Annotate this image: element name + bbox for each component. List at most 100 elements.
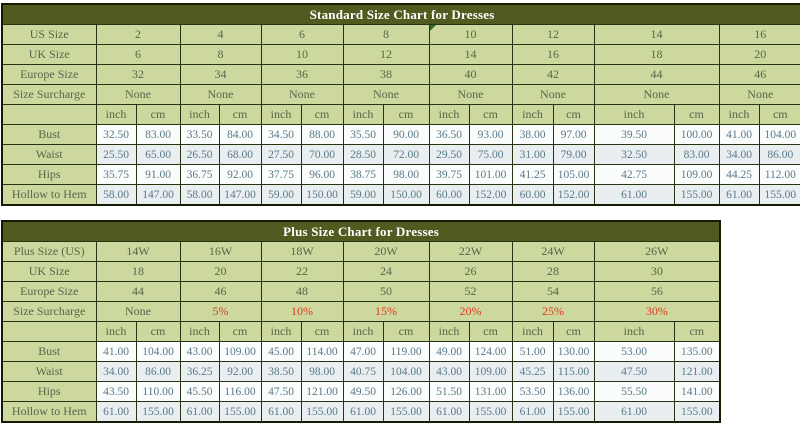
header-cell: 52 (428, 281, 513, 302)
header-cell: 30% (593, 301, 721, 322)
header-cell-value: 46 (754, 67, 767, 81)
data-cell-cm: 100.00 (673, 124, 720, 145)
data-cell-cm: 70.00 (300, 144, 344, 165)
data-cell-cm: 152.00 (552, 184, 595, 206)
data-cell-cm: 141.00 (673, 381, 721, 402)
table-title: Standard Size Chart for Dresses (1, 3, 800, 25)
unit-inch-header: inch (179, 104, 220, 125)
data-cell-inch: 38.75 (342, 164, 384, 185)
header-cell-value: 52 (464, 284, 477, 298)
data-cell-cm: 135.00 (673, 341, 721, 362)
data-cell-inch: 45.50 (179, 381, 220, 402)
row-label: Europe Size (1, 281, 97, 302)
header-row: Size Surcharge None 5% 10% 15% 20% 25% 30% (1, 301, 721, 322)
data-cell-cm: 109.00 (218, 341, 262, 362)
header-cell: 4 (179, 24, 262, 45)
header-cell-value: 36 (296, 67, 308, 81)
data-cell-cm: 126.00 (382, 381, 430, 402)
header-row: UK Size 6 8 10 12 14 16 18 20 (1, 44, 800, 65)
row-label: Plus Size (US) (1, 241, 97, 262)
data-cell-cm: 93.00 (468, 124, 513, 145)
header-cell: 28 (511, 261, 595, 282)
header-cell: 20W (342, 241, 430, 262)
table-title-row: Standard Size Chart for Dresses (1, 3, 800, 25)
data-cell-cm: 130.00 (552, 341, 595, 362)
data-cell-inch: 58.00 (179, 184, 220, 206)
row-label: Waist (1, 361, 97, 382)
header-cell-value: None (289, 87, 315, 101)
header-cell: 25% (511, 301, 595, 322)
header-cell: None (593, 84, 720, 105)
data-cell-cm: 83.00 (135, 124, 181, 145)
unit-inch-header: inch (511, 104, 554, 125)
header-cell-value: 16 (754, 27, 767, 41)
data-cell-cm: 104.00 (135, 341, 181, 362)
header-cell-value: 22W (458, 244, 483, 258)
header-cell-value: 5% (212, 304, 229, 318)
header-row: UK Size 18 20 22 24 26 28 30 (1, 261, 721, 282)
unit-inch-header: inch (342, 321, 384, 342)
data-cell-inch: 61.00 (593, 401, 675, 423)
header-cell: 16 (511, 44, 595, 65)
header-cell-value: 14 (464, 47, 477, 61)
data-cell-inch: 55.50 (593, 381, 675, 402)
data-cell-cm: 83.00 (673, 144, 720, 165)
data-cell-cm: 150.00 (382, 184, 430, 206)
header-cell: 24 (342, 261, 430, 282)
data-cell-inch: 41.25 (511, 164, 554, 185)
header-cell-value: 32 (132, 67, 144, 81)
header-cell-value: 42 (547, 67, 559, 81)
cell-note-marker-icon (430, 25, 436, 31)
row-label (1, 104, 97, 125)
data-cell-inch: 25.50 (95, 144, 137, 165)
data-cell-cm: 105.00 (552, 164, 595, 185)
data-cell-cm: 109.00 (673, 164, 720, 185)
header-cell: None (179, 84, 262, 105)
data-cell-cm: 88.00 (300, 124, 344, 145)
data-cell-inch: 42.75 (593, 164, 675, 185)
header-cell-value: 2 (135, 27, 141, 41)
data-cell-cm: 72.00 (382, 144, 430, 165)
header-cell-value: None (457, 87, 484, 101)
data-cell-inch: 61.00 (593, 184, 675, 206)
data-cell-cm: 79.00 (552, 144, 595, 165)
data-cell-inch: 36.50 (428, 124, 470, 145)
header-cell: 34 (179, 64, 262, 85)
row-label: UK Size (1, 44, 97, 65)
header-cell-value: 16 (547, 47, 559, 61)
header-cell-value: 44 (650, 67, 663, 81)
header-cell: None (428, 84, 513, 105)
header-cell: 44 (593, 64, 720, 85)
data-cell-inch: 53.50 (511, 381, 554, 402)
header-cell: 24W (511, 241, 595, 262)
data-cell-cm: 97.00 (552, 124, 595, 145)
header-cell: 6 (260, 24, 344, 45)
header-cell-value: None (643, 87, 670, 101)
header-cell-value: 14W (126, 244, 150, 258)
data-cell-inch: 37.75 (260, 164, 302, 185)
measurement-row: Bust 41.00 104.00 43.00 109.00 45.00 114.00 47.… (1, 341, 721, 362)
data-cell-inch: 36.75 (179, 164, 220, 185)
header-row: Europe Size 32 34 36 38 40 42 44 46 (1, 64, 800, 85)
row-label: Hips (1, 164, 97, 185)
unit-inch-header: inch (593, 321, 675, 342)
data-cell-inch: 49.50 (342, 381, 384, 402)
data-cell-inch: 61.00 (428, 401, 470, 423)
header-cell: 46 (718, 64, 800, 85)
header-cell-value: 10 (464, 27, 477, 41)
data-cell-inch: 61.00 (260, 401, 302, 423)
data-cell-cm: 155.00 (218, 401, 262, 423)
data-cell-inch: 35.50 (342, 124, 384, 145)
unit-header-row: inch cm inch cm inch cm inch cm inch cm inch cm inch… (1, 321, 721, 342)
table-title: Plus Size Chart for Dresses (1, 220, 721, 242)
header-cell: 22 (260, 261, 344, 282)
data-cell-cm: 109.00 (468, 361, 513, 382)
header-cell-value: 46 (214, 284, 227, 298)
header-cell: None (95, 301, 181, 322)
data-cell-cm: 155.00 (382, 401, 430, 423)
header-cell-value: 24 (380, 264, 392, 278)
data-cell-cm: 86.00 (135, 361, 181, 382)
data-cell-cm: 98.00 (382, 164, 430, 185)
data-cell-inch: 38.50 (260, 361, 302, 382)
